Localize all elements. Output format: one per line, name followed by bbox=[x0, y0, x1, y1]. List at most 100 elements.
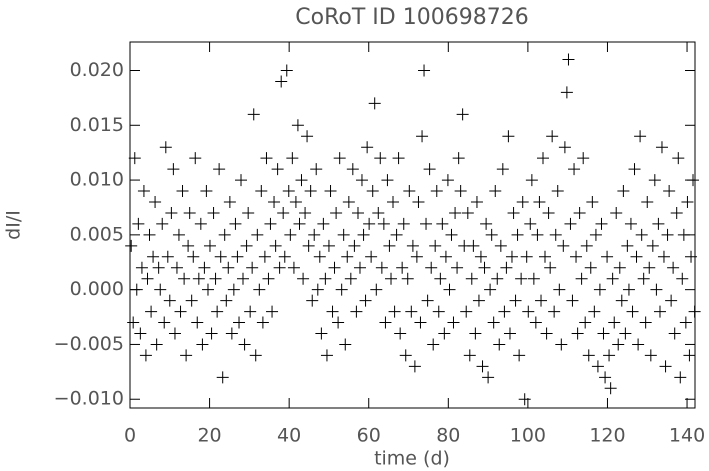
data-point bbox=[410, 250, 423, 263]
data-point bbox=[503, 327, 516, 340]
data-point bbox=[482, 371, 495, 384]
data-point bbox=[297, 272, 310, 285]
data-point bbox=[430, 185, 443, 198]
data-point bbox=[438, 327, 451, 340]
data-point bbox=[235, 174, 248, 187]
data-point bbox=[502, 130, 515, 143]
data-point bbox=[242, 206, 255, 219]
data-point bbox=[460, 305, 473, 318]
data-point bbox=[659, 360, 672, 373]
data-point bbox=[286, 152, 299, 165]
data-point bbox=[575, 272, 588, 285]
data-point bbox=[284, 228, 297, 241]
data-point bbox=[434, 272, 447, 285]
y-tick-label: 0.015 bbox=[70, 114, 124, 136]
data-point bbox=[278, 250, 291, 263]
x-tick-label: 40 bbox=[277, 425, 301, 447]
data-point bbox=[540, 327, 553, 340]
data-point bbox=[683, 349, 696, 362]
data-point bbox=[480, 217, 493, 230]
data-point bbox=[568, 163, 581, 176]
data-point bbox=[472, 294, 485, 307]
data-point bbox=[350, 305, 363, 318]
data-point bbox=[635, 228, 648, 241]
data-point bbox=[557, 239, 570, 252]
data-point bbox=[518, 393, 531, 406]
data-point bbox=[319, 272, 332, 285]
y-tick-label: −0.010 bbox=[54, 388, 124, 410]
x-tick-label: 80 bbox=[436, 425, 460, 447]
data-point bbox=[293, 217, 306, 230]
data-point bbox=[396, 261, 409, 274]
data-point bbox=[588, 305, 601, 318]
data-point bbox=[178, 272, 191, 285]
data-point bbox=[357, 228, 370, 241]
data-point bbox=[238, 338, 251, 351]
data-point bbox=[310, 163, 323, 176]
data-point bbox=[452, 152, 465, 165]
data-point bbox=[641, 195, 654, 208]
data-point bbox=[474, 250, 487, 263]
data-point bbox=[237, 272, 249, 285]
data-point bbox=[150, 338, 163, 351]
data-point bbox=[646, 239, 659, 252]
data-point bbox=[147, 250, 160, 263]
data-point bbox=[246, 261, 259, 274]
data-point bbox=[401, 272, 414, 285]
data-point bbox=[255, 185, 268, 198]
data-point bbox=[399, 349, 412, 362]
data-point bbox=[416, 130, 429, 143]
data-point bbox=[469, 327, 482, 340]
data-point bbox=[361, 141, 374, 154]
data-point bbox=[529, 316, 542, 329]
data-point bbox=[548, 305, 561, 318]
data-point bbox=[247, 108, 260, 121]
data-point bbox=[339, 338, 352, 351]
data-point bbox=[198, 261, 211, 274]
data-point bbox=[161, 250, 174, 263]
data-point bbox=[359, 294, 372, 307]
data-point bbox=[573, 206, 586, 219]
data-point bbox=[577, 152, 590, 165]
data-point bbox=[375, 261, 388, 274]
data-point bbox=[414, 316, 427, 329]
data-point bbox=[652, 217, 665, 230]
data-point bbox=[211, 305, 224, 318]
data-point bbox=[544, 261, 557, 274]
data-point bbox=[427, 338, 440, 351]
data-point bbox=[688, 305, 701, 318]
data-point bbox=[643, 261, 656, 274]
data-point bbox=[634, 130, 647, 143]
x-tick-label: 0 bbox=[124, 425, 136, 447]
data-point bbox=[266, 305, 279, 318]
data-point bbox=[560, 86, 573, 99]
data-point bbox=[176, 185, 189, 198]
data-point bbox=[275, 75, 288, 88]
data-point bbox=[189, 152, 202, 165]
data-point bbox=[425, 261, 438, 274]
data-point bbox=[586, 195, 599, 208]
data-point bbox=[302, 239, 315, 252]
data-point bbox=[268, 195, 281, 208]
data-point bbox=[220, 294, 233, 307]
data-point bbox=[269, 239, 282, 252]
data-point bbox=[289, 195, 302, 208]
data-point bbox=[538, 250, 551, 263]
x-tick-label: 140 bbox=[669, 425, 705, 447]
data-point bbox=[603, 349, 616, 362]
data-point bbox=[191, 316, 204, 329]
data-point bbox=[229, 217, 242, 230]
data-point bbox=[515, 272, 528, 285]
data-point bbox=[201, 283, 214, 296]
data-point bbox=[185, 294, 198, 307]
data-point bbox=[392, 152, 405, 165]
data-point bbox=[520, 250, 533, 263]
data-point bbox=[341, 250, 354, 263]
data-point bbox=[377, 217, 390, 230]
data-point bbox=[348, 239, 361, 252]
data-point bbox=[511, 228, 524, 241]
data-point bbox=[612, 338, 625, 351]
data-point bbox=[209, 272, 222, 285]
data-point bbox=[311, 283, 324, 296]
